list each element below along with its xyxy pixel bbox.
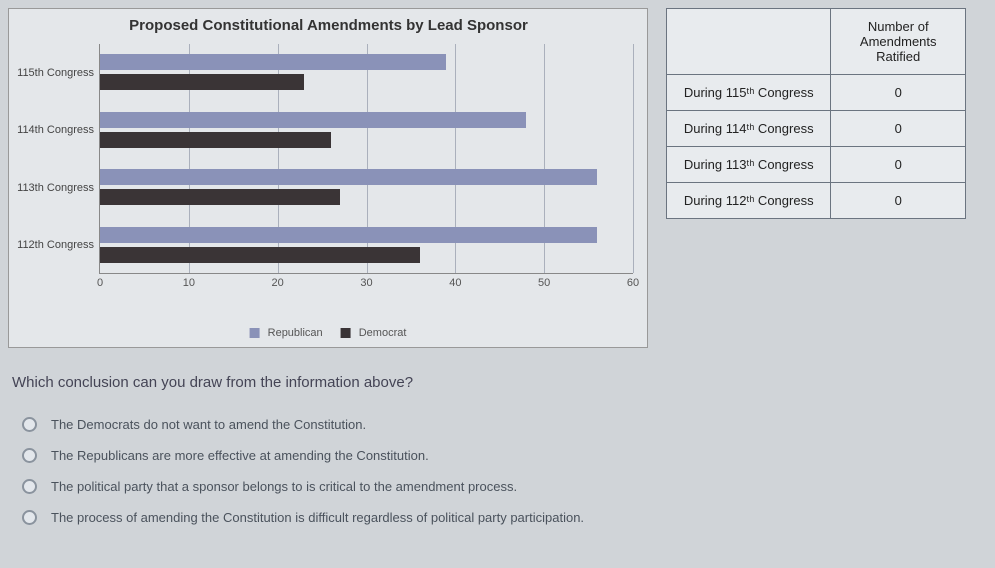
amendments-chart: Proposed Constitutional Amendments by Le… <box>8 8 648 348</box>
option-text: The Democrats do not want to amend the C… <box>51 417 366 432</box>
table-cell: During 113ᵗʰ Congress <box>667 147 831 183</box>
legend-swatch-democrat <box>341 328 351 338</box>
answer-option[interactable]: The Republicans are more effective at am… <box>12 440 987 471</box>
x-tick-label: 20 <box>272 273 284 289</box>
gridline <box>633 44 634 273</box>
bar-democrat <box>100 74 304 90</box>
option-text: The political party that a sponsor belon… <box>51 479 517 494</box>
bar-democrat <box>100 189 340 205</box>
category-group: 114th Congress <box>100 106 633 156</box>
radio-button[interactable] <box>22 510 37 525</box>
x-tick-label: 40 <box>449 273 461 289</box>
table-row: During 114ᵗʰ Congress0 <box>667 111 966 147</box>
x-tick-label: 0 <box>97 273 103 289</box>
bar-republican <box>100 112 526 128</box>
category-group: 112th Congress <box>100 221 633 271</box>
bar-democrat <box>100 132 331 148</box>
table-row: During 112ᵗʰ Congress0 <box>667 183 966 219</box>
ratified-table: Number of Amendments Ratified During 115… <box>666 8 966 219</box>
answer-option[interactable]: The process of amending the Constitution… <box>12 502 987 533</box>
radio-button[interactable] <box>22 479 37 494</box>
table-cell: 0 <box>831 111 966 147</box>
table-row: During 115ᵗʰ Congress0 <box>667 75 966 111</box>
chart-plot-area: 0102030405060115th Congress114th Congres… <box>99 44 633 274</box>
question-block: Which conclusion can you draw from the i… <box>8 374 987 533</box>
category-label: 112th Congress <box>12 239 94 251</box>
legend-label-republican: Republican <box>268 327 323 339</box>
table-cell: 0 <box>831 147 966 183</box>
x-tick-label: 60 <box>627 273 639 289</box>
category-label: 114th Congress <box>12 124 94 136</box>
legend-label-democrat: Democrat <box>359 327 407 339</box>
table-header-ratified: Number of Amendments Ratified <box>831 9 966 75</box>
table-cell: During 114ᵗʰ Congress <box>667 111 831 147</box>
bar-republican <box>100 227 597 243</box>
radio-button[interactable] <box>22 417 37 432</box>
option-text: The Republicans are more effective at am… <box>51 448 429 463</box>
table-cell: 0 <box>831 183 966 219</box>
radio-button[interactable] <box>22 448 37 463</box>
option-text: The process of amending the Constitution… <box>51 510 584 525</box>
category-label: 113th Congress <box>12 182 94 194</box>
bar-democrat <box>100 247 420 263</box>
category-group: 113th Congress <box>100 163 633 213</box>
x-tick-label: 30 <box>360 273 372 289</box>
legend-swatch-republican <box>250 328 260 338</box>
chart-legend: Republican Democrat <box>250 327 407 339</box>
chart-title: Proposed Constitutional Amendments by Le… <box>24 17 633 34</box>
bar-republican <box>100 169 597 185</box>
answer-option[interactable]: The political party that a sponsor belon… <box>12 471 987 502</box>
x-tick-label: 50 <box>538 273 550 289</box>
table-cell: During 112ᵗʰ Congress <box>667 183 831 219</box>
x-tick-label: 10 <box>183 273 195 289</box>
question-prompt: Which conclusion can you draw from the i… <box>12 374 987 391</box>
answer-options: The Democrats do not want to amend the C… <box>12 409 987 533</box>
table-cell: During 115ᵗʰ Congress <box>667 75 831 111</box>
table-row: During 113ᵗʰ Congress0 <box>667 147 966 183</box>
table-header-blank <box>667 9 831 75</box>
table-header-row: Number of Amendments Ratified <box>667 9 966 75</box>
legend-item-republican: Republican <box>250 327 323 339</box>
table-cell: 0 <box>831 75 966 111</box>
answer-option[interactable]: The Democrats do not want to amend the C… <box>12 409 987 440</box>
bar-republican <box>100 54 446 70</box>
category-label: 115th Congress <box>12 67 94 79</box>
category-group: 115th Congress <box>100 48 633 98</box>
legend-item-democrat: Democrat <box>341 327 407 339</box>
